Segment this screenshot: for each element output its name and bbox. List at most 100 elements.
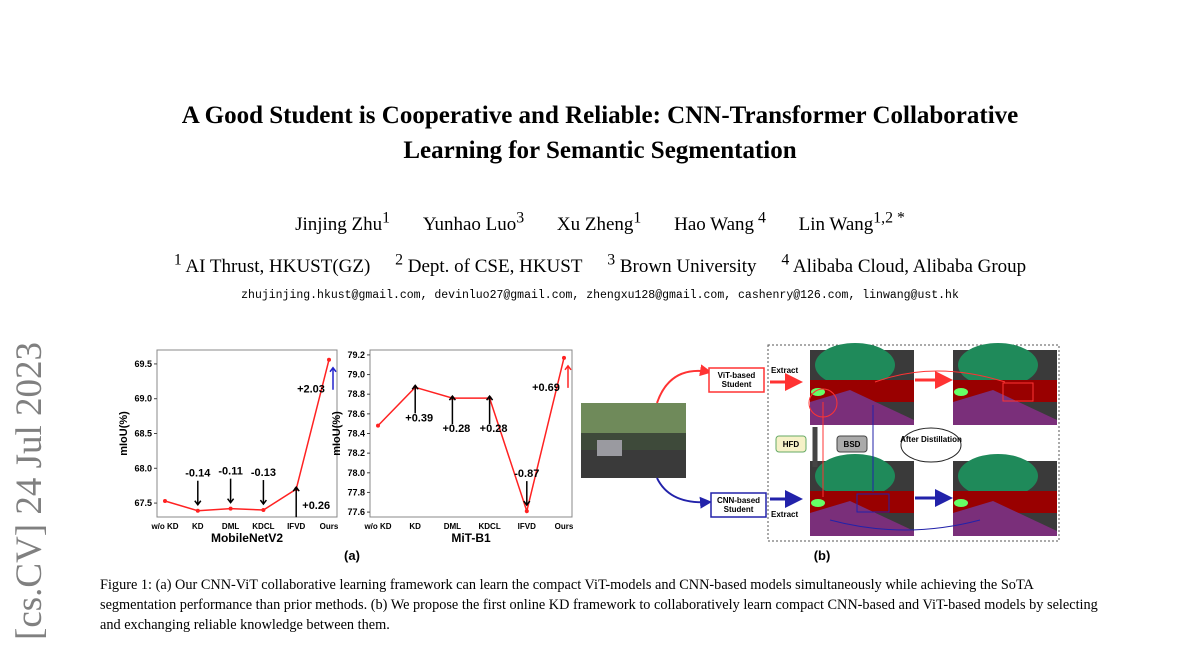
arrow-head	[292, 485, 300, 492]
extract-label-top: Extract	[771, 366, 798, 375]
title-line-2: Learning for Semantic Segmentation	[403, 137, 797, 164]
hfd-box	[775, 435, 807, 453]
arrow-head	[259, 499, 267, 506]
author-list: Jinjing Zhu1 Yunhao Luo3 Xu Zheng1 Hao W…	[0, 210, 1200, 236]
highlight-box	[1002, 382, 1034, 402]
figure-caption: Figure 1: (a) Our CNN-ViT collaborative …	[100, 577, 1098, 633]
y-tick-label: 78.6	[347, 409, 365, 419]
segmentation-map	[810, 454, 914, 536]
x-tick-label: KD	[192, 522, 204, 531]
x-tick-label: Ours	[555, 522, 574, 531]
vit-student-box	[708, 367, 765, 393]
title-line-1: A Good Student is Cooperative and Reliab…	[181, 102, 1019, 129]
y-tick-label: 77.8	[347, 487, 365, 497]
author: Xu Zheng1	[556, 210, 642, 236]
annotation-label: -0.11	[218, 466, 242, 478]
hfd-label: HFD	[783, 440, 800, 449]
x-tick-label: w/o KD	[150, 522, 178, 531]
x-tick-label: w/o KD	[363, 522, 391, 531]
y-tick-label: 69.0	[134, 394, 152, 404]
author: Hao Wang 4	[674, 210, 766, 236]
input-street-image	[581, 403, 686, 478]
x-tick-label: Ours	[320, 522, 339, 531]
x-tick-label: KD	[409, 522, 421, 531]
author: Lin Wang1,2 *	[798, 210, 905, 236]
annotation-label: +0.28	[480, 423, 508, 435]
arrow-head	[564, 364, 572, 371]
y-axis-label: mIoU(%)	[331, 411, 343, 456]
after-distillation-label: After Distillation	[900, 435, 962, 444]
chart-a: 67.5 68.0 68.5 69.0 69.5 w/o KD KD DML KDCL IFVD O…	[118, 349, 574, 563]
extract-label-bottom: Extract	[771, 510, 798, 519]
x-tick-label: DML	[222, 522, 239, 531]
dashed-frame	[767, 344, 1060, 542]
y-tick-label: 78.4	[347, 429, 365, 439]
bsd-label: BSD	[844, 440, 861, 449]
data-point	[524, 509, 529, 514]
series-line	[377, 357, 565, 514]
y-tick-label: 68.0	[134, 463, 152, 473]
affiliation: 4 Alibaba Cloud, Alibaba Group	[781, 252, 1027, 278]
arrow-to-vit	[656, 364, 712, 404]
annotation-label: +0.69	[532, 382, 560, 394]
x-axis-label: MobileNetV2	[211, 531, 283, 545]
y-tick-label: 78.8	[347, 389, 365, 399]
annotation-label: +2.03	[297, 384, 325, 396]
vit-student-label: ViT-based Student	[717, 371, 756, 389]
arrow-head	[329, 366, 337, 373]
arxiv-stamp: [cs.CV] 24 Jul 2023	[9, 341, 50, 640]
x-tick-label: KDCL	[478, 522, 500, 531]
diagram-b: ViT-based Student CNN-based Student Extr…	[581, 343, 1060, 563]
y-tick-label: 79.0	[347, 370, 365, 380]
segmentation-map	[953, 343, 1057, 425]
data-point	[261, 508, 266, 513]
bsd-box	[836, 435, 868, 453]
y-tick-label: 78.0	[347, 468, 365, 478]
y-tick-label: 77.6	[347, 507, 365, 517]
data-point	[195, 508, 200, 513]
data-point	[327, 357, 331, 362]
cnn-student-box	[710, 492, 767, 518]
arrow-head	[523, 500, 531, 507]
arrow-head	[194, 500, 202, 506]
arrow-head	[486, 394, 494, 401]
affiliation: 2 Dept. of CSE, HKUST	[395, 252, 583, 278]
data-point	[376, 423, 380, 428]
chart-mobilenetv2: 67.5 68.0 68.5 69.0 69.5 w/o KD KD DML KDCL IFVD O…	[118, 349, 339, 545]
arrow-to-cnn	[656, 477, 712, 509]
cnn-student-label: CNN-based Student	[716, 496, 761, 514]
segmentation-map	[953, 454, 1057, 536]
emails: zhujinjing.hkust@gmail.com, devinluo27@g…	[241, 289, 959, 302]
data-point	[562, 355, 566, 360]
label-b: (b)	[814, 548, 831, 563]
chart-mit-b1: 77.6 77.8 78.0 78.2 78.4 78.6 78.8 79.0 79.2 w/o …	[331, 349, 574, 545]
x-tick-label: IFVD	[287, 522, 305, 531]
affiliation: 1 AI Thrust, HKUST(GZ)	[173, 252, 371, 278]
arrow-head	[227, 498, 235, 504]
data-point	[228, 506, 233, 511]
affiliation: 3 Brown University	[607, 252, 757, 278]
author: Jinjing Zhu1	[295, 210, 391, 236]
y-tick-label: 79.2	[347, 350, 365, 360]
affiliations: 1 AI Thrust, HKUST(GZ) 2 Dept. of CSE, H…	[0, 252, 1200, 278]
y-tick-label: 78.2	[347, 448, 365, 458]
annotation-label: -0.87	[514, 468, 539, 480]
annotation-label: +0.39	[405, 412, 433, 424]
segmentation-map	[810, 343, 914, 425]
annotation-label: -0.13	[251, 467, 276, 479]
y-tick-label: 69.5	[134, 359, 152, 369]
data-point	[163, 498, 167, 503]
arrow-head	[448, 394, 456, 401]
plot-frame	[369, 349, 573, 518]
transfer-curve	[829, 519, 981, 531]
after-distillation-ellipse	[900, 427, 962, 463]
y-tick-label: 67.5	[134, 498, 152, 508]
annotation-label: +0.26	[302, 500, 330, 512]
series-line	[164, 359, 330, 512]
x-tick-label: DML	[444, 522, 461, 531]
y-axis-label: mIoU(%)	[118, 411, 130, 456]
highlight-box	[856, 493, 890, 513]
x-axis-label: MiT-B1	[451, 531, 491, 545]
paper-title: A Good Student is Cooperative and Reliab…	[0, 98, 1200, 168]
author: Yunhao Luo3	[422, 210, 525, 236]
